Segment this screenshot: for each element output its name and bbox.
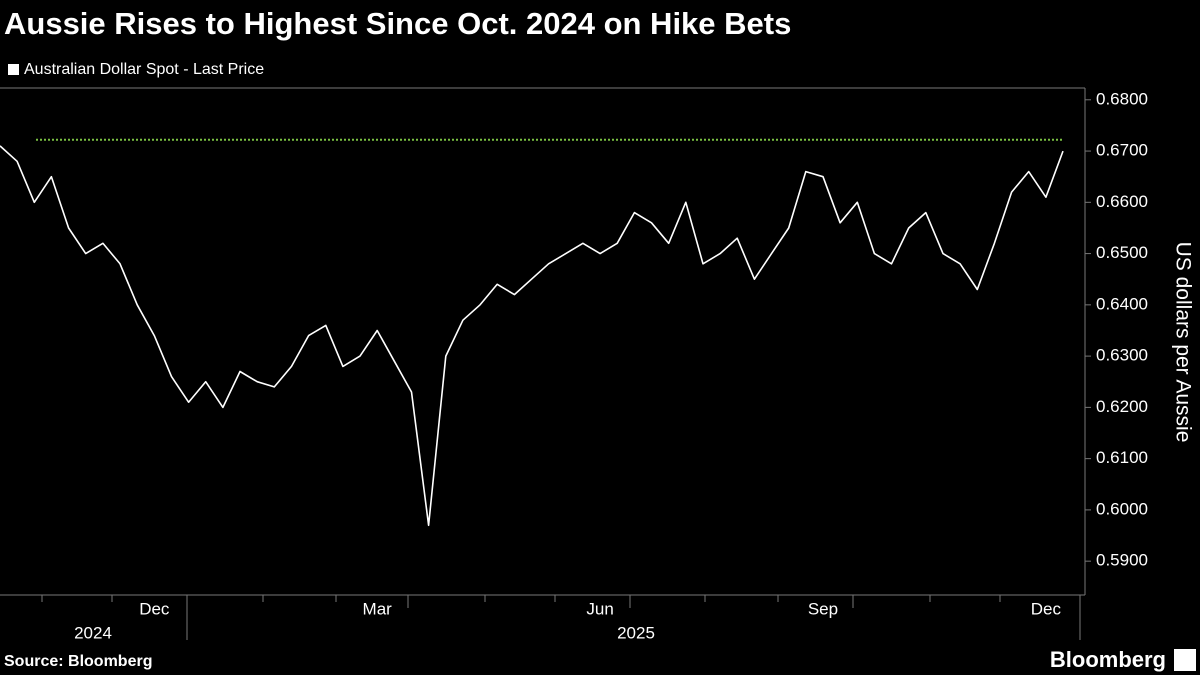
brand: Bloomberg <box>1050 647 1166 672</box>
price-line <box>0 145 1064 527</box>
y-tick-label: 0.6100 <box>1096 448 1148 467</box>
y-tick-label: 0.6800 <box>1096 89 1148 108</box>
y-tick-label: 0.6600 <box>1096 192 1148 211</box>
x-ticks <box>41 595 1081 640</box>
y-axis-label: US dollars per Aussie <box>1171 242 1194 443</box>
y-tick-label: 0.6700 <box>1096 141 1148 160</box>
chart-title: Aussie Rises to Highest Since Oct. 2024 … <box>4 6 791 41</box>
y-tick-label: 0.6000 <box>1096 499 1148 518</box>
y-tick-label: 0.6500 <box>1096 243 1148 262</box>
legend-label: Australian Dollar Spot - Last Price <box>24 61 264 78</box>
x-tick-label: Sep <box>808 599 838 618</box>
year-label: 2024 <box>74 623 112 642</box>
y-tick-label: 0.5900 <box>1096 551 1148 570</box>
y-tick-label: 0.6300 <box>1096 346 1148 365</box>
year-label: 2025 <box>617 623 655 642</box>
x-tick-label: Jun <box>586 599 613 618</box>
brand-icon <box>1174 649 1196 671</box>
y-tick-label: 0.6200 <box>1096 397 1148 416</box>
legend-swatch <box>8 64 19 75</box>
x-tick-label: Dec <box>1031 599 1062 618</box>
x-tick-label: Dec <box>139 599 170 618</box>
y-tick-label: 0.6400 <box>1096 294 1148 313</box>
source: Source: Bloomberg <box>4 653 152 670</box>
x-tick-label: Mar <box>363 599 393 618</box>
